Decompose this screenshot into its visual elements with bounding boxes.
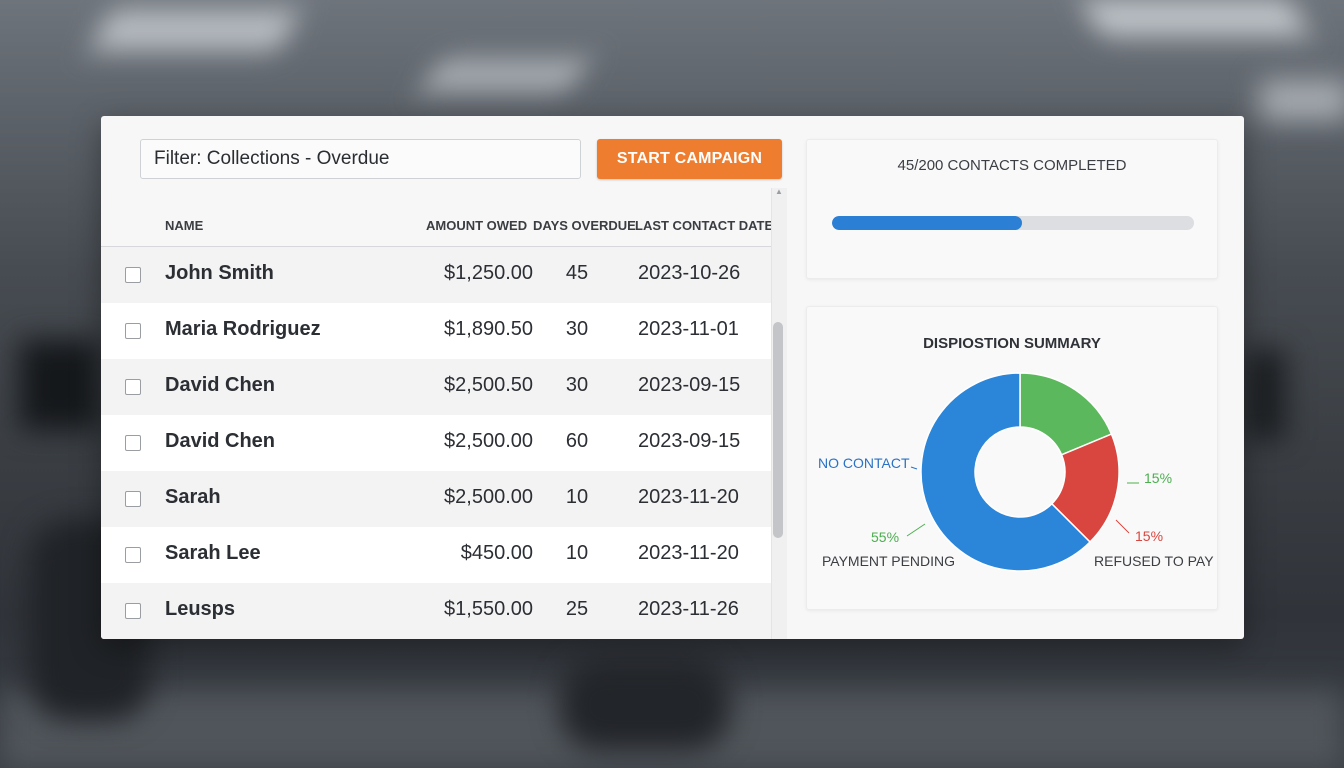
- cell-last-contact-date: 2023-11-26: [638, 598, 739, 620]
- cell-last-contact-date: 2023-11-01: [638, 318, 739, 340]
- cell-days-overdue: 10: [565, 486, 589, 508]
- cell-amount-owed: $2,500.50: [444, 374, 533, 396]
- column-header-days-overdue[interactable]: DAYS OVERDUE: [533, 218, 636, 233]
- disposition-summary-panel: DISPIOSTION SUMMARY NO CONTACT 15% 15% REFU…: [806, 306, 1218, 610]
- progress-label: 45/200 CONTACTS COMPLETED: [897, 157, 1127, 174]
- table-row[interactable]: David Chen $2,500.50 30 2023-09-15: [101, 359, 771, 415]
- label-leader-line: [906, 523, 926, 537]
- row-checkbox[interactable]: [125, 547, 141, 563]
- contacts-table: NAME AMOUNT OWED DAYS OVERDUE LAST CONTA…: [101, 204, 774, 639]
- cell-amount-owed: $450.00: [460, 542, 533, 564]
- label-green-percent: 15%: [1144, 470, 1172, 486]
- row-checkbox[interactable]: [125, 435, 141, 451]
- cell-amount-owed: $1,890.50: [444, 318, 533, 340]
- start-campaign-button[interactable]: START CAMPAIGN: [597, 139, 782, 179]
- label-red-percent: 15%: [1135, 528, 1163, 544]
- column-header-last-contact-date[interactable]: LAST CONTACT DATE: [635, 218, 774, 233]
- cell-amount-owed: $1,250.00: [444, 262, 533, 284]
- column-header-name[interactable]: NAME: [165, 218, 204, 233]
- label-no-contact: NO CONTACT: [818, 455, 910, 471]
- label-payment-pending-percent: 55%: [871, 529, 899, 545]
- cell-last-contact-date: 2023-11-20: [638, 542, 739, 564]
- cell-name: David Chen: [165, 430, 276, 452]
- cell-name: Sarah: [165, 486, 221, 508]
- row-checkbox[interactable]: [125, 603, 141, 619]
- progress-bar-fill: [832, 216, 1023, 230]
- label-leader-line: [1115, 519, 1130, 534]
- cell-name: Maria Rodriguez: [165, 318, 321, 340]
- column-header-amount-owed[interactable]: AMOUNT OWED: [426, 218, 528, 233]
- cell-amount-owed: $2,500.00: [444, 486, 533, 508]
- cell-days-overdue: 30: [565, 374, 589, 396]
- scrollbar-thumb[interactable]: [773, 322, 783, 538]
- chart-title: DISPIOSTION SUMMARY: [923, 335, 1101, 352]
- cell-days-overdue: 45: [565, 262, 589, 284]
- pie-slice[interactable]: [1050, 433, 1120, 544]
- row-checkbox[interactable]: [125, 491, 141, 507]
- label-leader-line: [910, 466, 918, 470]
- row-checkbox[interactable]: [125, 267, 141, 283]
- cell-last-contact-date: 2023-10-26: [638, 262, 741, 284]
- cell-name: Sarah Lee: [165, 542, 261, 564]
- table-row[interactable]: Sarah Lee $450.00 10 2023-11-20: [101, 527, 771, 583]
- cell-name: David Chen: [165, 374, 276, 396]
- table-row[interactable]: Sarah $2,500.00 10 2023-11-20: [101, 471, 771, 527]
- campaign-dashboard: Filter: Collections - Overdue START CAMP…: [101, 116, 1244, 639]
- progress-bar: [832, 216, 1194, 230]
- pie-slice[interactable]: [920, 372, 1092, 572]
- cell-days-overdue: 10: [565, 542, 589, 564]
- row-checkbox[interactable]: [125, 379, 141, 395]
- table-row[interactable]: John Smith $1,250.00 45 2023-10-26: [101, 247, 771, 303]
- row-checkbox[interactable]: [125, 323, 141, 339]
- disposition-donut-chart: NO CONTACT 15% 15% REFUSED TO PAY 55% PAYMENT…: [818, 372, 1214, 572]
- cell-name: John Smith: [165, 262, 274, 284]
- table-body: John Smith $1,250.00 45 2023-10-26 Maria Rod…: [101, 247, 771, 639]
- label-payment-pending: PAYMENT PENDING: [822, 553, 955, 569]
- cell-amount-owed: $2,500.00: [444, 430, 533, 452]
- cell-days-overdue: 60: [565, 430, 589, 452]
- filter-input[interactable]: Filter: Collections - Overdue: [140, 139, 581, 179]
- pie-slice[interactable]: [1019, 372, 1113, 456]
- cell-days-overdue: 25: [565, 598, 589, 620]
- cell-amount-owed: $1,550.00: [444, 598, 533, 620]
- cell-name: Leusps: [165, 598, 236, 620]
- table-row[interactable]: Maria Rodriguez $1,890.50 30 2023-11-01: [101, 303, 771, 359]
- cell-last-contact-date: 2023-09-15: [638, 374, 741, 396]
- cell-last-contact-date: 2023-09-15: [638, 430, 741, 452]
- progress-panel: 45/200 CONTACTS COMPLETED: [806, 139, 1218, 279]
- cell-last-contact-date: 2023-11-20: [638, 486, 739, 508]
- table-row[interactable]: David Chen $2,500.00 60 2023-09-15: [101, 415, 771, 471]
- cell-days-overdue: 30: [565, 318, 589, 340]
- table-header: NAME AMOUNT OWED DAYS OVERDUE LAST CONTA…: [101, 204, 774, 247]
- table-row[interactable]: Leusps $1,550.00 25 2023-11-26: [101, 583, 771, 639]
- label-refused-to-pay: REFUSED TO PAY: [1094, 553, 1214, 569]
- scroll-up-arrow-icon[interactable]: ▲: [775, 187, 783, 196]
